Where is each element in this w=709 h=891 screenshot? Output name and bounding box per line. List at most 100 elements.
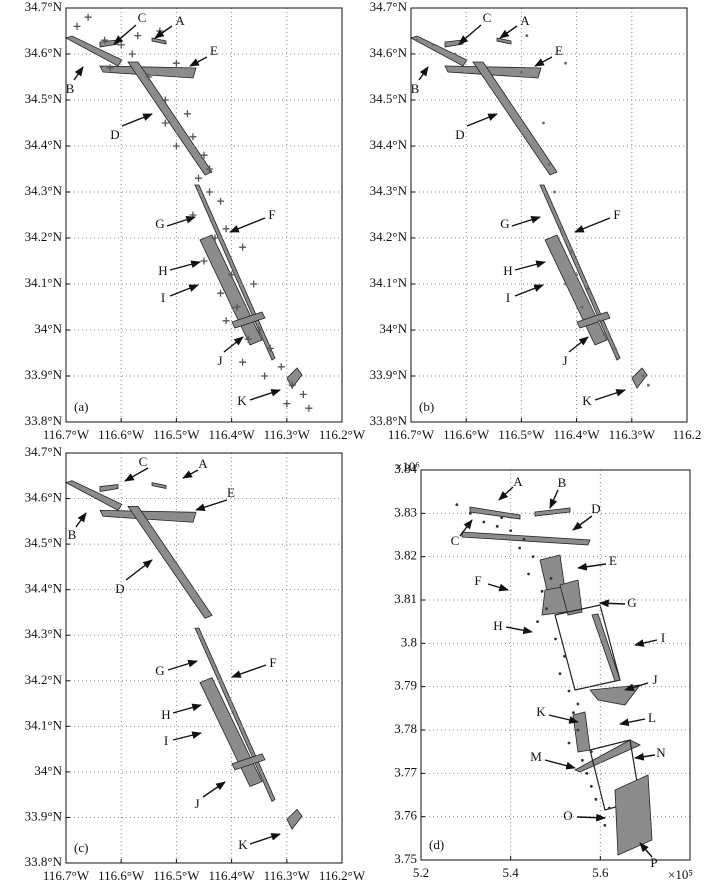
dot-marker [589, 750, 593, 754]
annotation-arrow [505, 626, 533, 635]
annotation-arrow [577, 562, 607, 571]
dot-marker [576, 702, 580, 706]
annotation-label: G [500, 216, 509, 231]
annotation-label: N [656, 745, 666, 760]
annotation-label: A [513, 474, 523, 489]
annotation-arrow [169, 284, 199, 297]
annotation-label: I [506, 290, 510, 305]
dot-marker [522, 537, 526, 541]
x-tick-label: 116.3°W [609, 427, 656, 442]
y-tick-label: 34°N [379, 321, 407, 336]
y-tick-label: 34.3°N [25, 183, 63, 198]
plot-frame [65, 452, 343, 864]
plus-marker [239, 358, 247, 366]
panel-label: (b) [419, 399, 434, 414]
plus-marker [233, 303, 241, 311]
annotation-arrow [418, 66, 429, 81]
annotation-arrow [572, 515, 593, 531]
annotation-label: F [613, 207, 620, 222]
plus-marker [217, 197, 225, 205]
annotation-arrow [229, 217, 266, 233]
y-tick-label: 34.1°N [25, 717, 63, 732]
annotation-arrow [172, 731, 202, 741]
y-tick-label: 34.6°N [25, 490, 63, 505]
y-tick-label: 3.77 [394, 764, 417, 779]
annotation-arrow [466, 113, 498, 127]
y-tick-label: 34.7°N [25, 444, 63, 459]
annotation-label: D [591, 501, 600, 516]
annotation-label: A [520, 13, 530, 28]
annotation-arrow [499, 25, 518, 39]
dot-marker [603, 823, 607, 827]
dot-marker [531, 555, 535, 559]
annotation-arrow [182, 469, 199, 479]
plus-marker [106, 64, 114, 72]
annotation-arrow [544, 759, 576, 770]
fault-patches-b [410, 35, 648, 389]
y-tick-label: 34.5°N [25, 91, 63, 106]
plus-marker [161, 96, 169, 104]
plus-marker [189, 133, 197, 141]
annotation-arrow [498, 486, 514, 501]
dot-marker [468, 511, 472, 515]
annotation-arrow [124, 467, 149, 482]
annotation-label: K [237, 393, 247, 408]
annotation-arrow [634, 752, 656, 761]
y-tick-label: 33.9°N [25, 367, 63, 382]
dot-marker [572, 711, 575, 715]
plus-marker [161, 119, 169, 127]
dot-marker [547, 163, 551, 166]
x-tick-label: 116.7°W [43, 868, 90, 883]
y-tick-label: 3.75 [394, 851, 417, 866]
fault-patches-c [65, 480, 303, 830]
x-tick-label: 116.7°W [388, 427, 435, 442]
annotation-arrow [73, 66, 84, 81]
plus-marker [305, 404, 313, 412]
plus-marker [172, 142, 180, 150]
dot-marker [567, 741, 571, 745]
y-tick-label: 3.8 [401, 634, 417, 649]
y-tick-label: 33.8°N [25, 854, 63, 869]
plot-frame [420, 469, 691, 861]
y-multiplier: ×10⁶ [395, 459, 420, 474]
y-tick-label: 34.4°N [25, 137, 63, 152]
plus-marker [117, 41, 125, 49]
x-tick-label: 116.3°W [264, 427, 311, 442]
plus-marker [200, 257, 208, 265]
y-tick-label: 34.3°N [25, 626, 63, 641]
dot-marker [536, 620, 539, 624]
panel-label: (a) [74, 399, 88, 414]
dot-marker [500, 516, 504, 520]
annotation-label: G [155, 216, 164, 231]
y-tick-label: 3.79 [394, 678, 417, 693]
dot-marker [527, 572, 530, 576]
dot-marker [589, 784, 593, 788]
plus-marker [200, 151, 208, 159]
annotation-arrow [459, 519, 473, 537]
annotation-arrow [624, 682, 649, 692]
annotation-label: L [648, 710, 656, 725]
dot-marker [482, 520, 486, 524]
annotation-arrow [534, 56, 553, 67]
plus-marker [206, 165, 214, 173]
annotation-arrow [458, 24, 482, 45]
annotation-label: D [115, 581, 124, 596]
annotation-label: C [139, 454, 148, 469]
annotation-arrow [202, 781, 226, 798]
dot-marker [564, 282, 567, 286]
dot-marker [567, 689, 571, 693]
dot-marker [431, 43, 435, 47]
dot-marker [594, 797, 598, 801]
annotation-label: H [493, 618, 502, 633]
dot-marker [518, 546, 522, 550]
annotation-arrow [223, 336, 244, 353]
annotation-label: A [198, 456, 208, 471]
annotation-label: H [503, 263, 512, 278]
dot-marker [495, 524, 499, 528]
y-tick-label: 3.84 [394, 461, 417, 476]
dot-marker [509, 529, 513, 533]
x-tick-label: 116.6°W [98, 427, 145, 442]
annotation-label: H [161, 707, 170, 722]
x-tick-label: 116.6°W [443, 427, 490, 442]
y-tick-label: 34.6°N [370, 45, 408, 60]
